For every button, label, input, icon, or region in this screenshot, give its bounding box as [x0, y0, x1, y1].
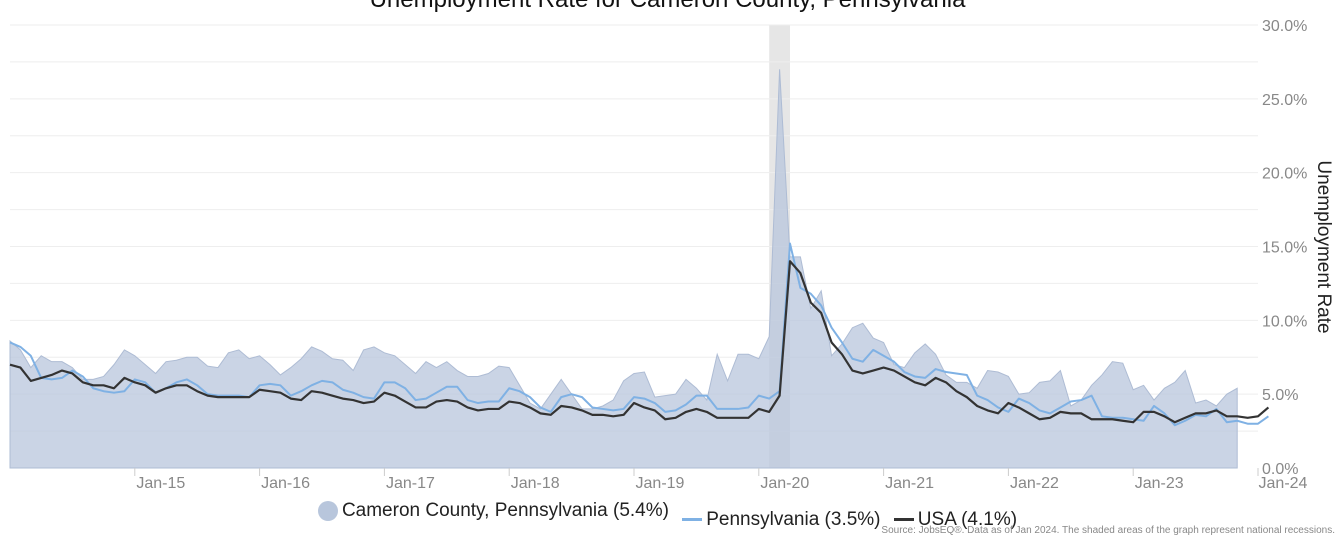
y-axis-label: Unemployment Rate — [1313, 160, 1334, 333]
y-tick-label: 0.0% — [1262, 461, 1298, 478]
legend-item-pennsylvania[interactable]: Pennsylvania (3.5%) — [682, 508, 881, 531]
plot-area — [9, 69, 1270, 469]
x-tick-label: Jan-15 — [136, 475, 185, 492]
x-tick-label: Jan-22 — [1010, 475, 1059, 492]
y-tick-label: 10.0% — [1262, 313, 1307, 330]
x-axis: Jan-15 Jan-16 Jan-17 Jan-18 Jan-19 Jan-20 Jan-… — [134, 468, 1308, 492]
x-tick-label: Jan-23 — [1135, 475, 1184, 492]
x-tick-label: Jan-20 — [760, 475, 809, 492]
y-tick-label: 30.0% — [1262, 18, 1307, 35]
series-line-usa — [9, 260, 1270, 424]
x-tick-label: Jan-19 — [636, 475, 685, 492]
legend-item-cameron[interactable]: Cameron County, Pennsylvania (5.4%) — [317, 500, 669, 522]
x-tick-label: Jan-17 — [386, 475, 435, 492]
legend-swatch-pennsylvania — [682, 518, 703, 521]
y-axis: 0.0% 5.0% 10.0% 15.0% 20.0% 25.0% 30.0% — [1262, 18, 1307, 478]
legend-label-cameron: Cameron County, Pennsylvania (5.4%) — [341, 500, 669, 521]
x-tick-label: Jan-16 — [261, 475, 310, 492]
y-tick-label: 5.0% — [1262, 387, 1298, 404]
legend-label-usa: USA (4.1%) — [917, 508, 1018, 530]
legend-item-usa[interactable]: USA (4.1%) — [893, 508, 1018, 531]
legend-label-pennsylvania: Pennsylvania (3.5%) — [706, 508, 881, 530]
x-tick-label: Jan-18 — [511, 475, 560, 492]
legend-swatch-usa — [893, 518, 914, 521]
series-area-cameron-county — [9, 69, 1238, 469]
y-tick-label: 20.0% — [1262, 166, 1307, 183]
series-line-pennsylvania — [9, 242, 1269, 427]
y-tick-label: 25.0% — [1262, 92, 1307, 109]
chart-title: Unemployment Rate for Cameron County, Pe… — [0, 0, 1335, 14]
source-note: Source: JobsEQ®. Data as of Jan 2024. Th… — [881, 525, 1335, 536]
x-tick-label: Jan-24 — [1259, 475, 1308, 492]
legend-swatch-cameron — [317, 501, 338, 521]
x-tick-label: Jan-21 — [885, 475, 934, 492]
y-tick-label: 15.0% — [1262, 240, 1307, 257]
legend: Cameron County, Pennsylvania (5.4%) Penn… — [0, 500, 1335, 531]
